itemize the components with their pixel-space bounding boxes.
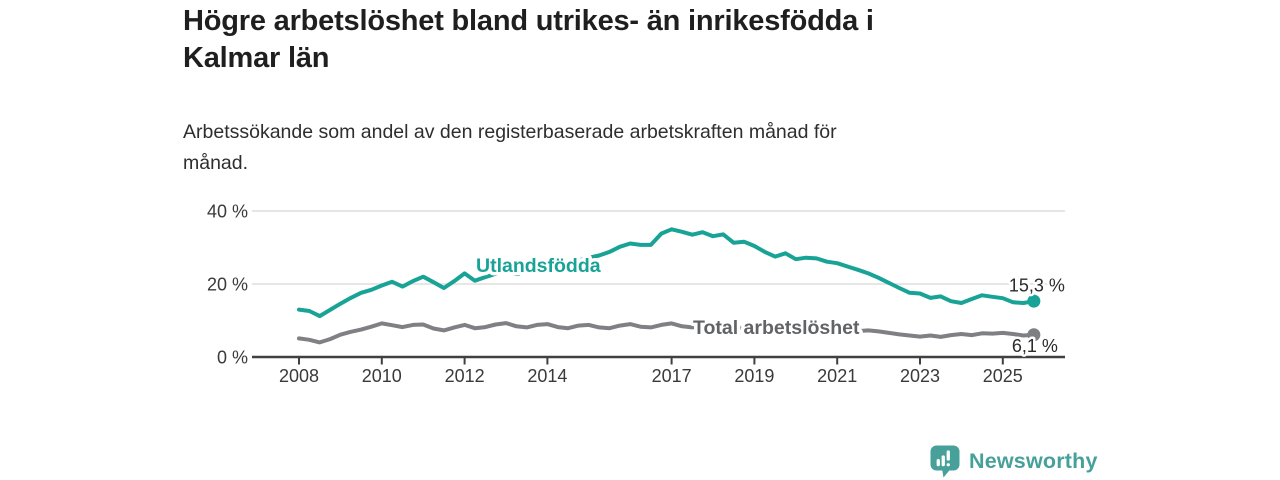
y-axis-label-20: 20 % [207, 275, 248, 295]
series-line-utlandsfodda [297, 227, 1036, 319]
chart-subtitle: Arbetssökande som andel av den registerb… [183, 117, 943, 179]
page-title-line1: Högre arbetslöshet bland utrikes- än inr… [183, 5, 874, 37]
newsworthy-logo[interactable]: Newsworthy [930, 444, 1098, 478]
page-title-line2: Kalmar län [183, 42, 330, 74]
x-axis-tick-label-2017: 2017 [652, 366, 692, 386]
newsworthy-logo-text: Newsworthy [969, 448, 1098, 473]
x-axis-tick-label-2010: 2010 [362, 366, 402, 386]
x-axis-tick-label-2008: 2008 [279, 366, 319, 386]
end-value-label-total: 6,1 % [1012, 336, 1058, 356]
x-axis-tick-label-2021: 2021 [817, 366, 857, 386]
end-value-label-utlandsfodda: 15,3 % [1009, 276, 1065, 296]
end-dot-utlandsfodda [1027, 294, 1041, 308]
chart-subtitle-line2: månad. [183, 152, 249, 174]
chart-bubble-icon [930, 445, 960, 477]
chart-subtitle-line1: Arbetssökande som andel av den registerb… [183, 121, 837, 143]
y-axis-label-0: 0 % [217, 348, 248, 368]
series-label-utlandsfodda: Utlandsfödda [476, 255, 601, 277]
x-axis-tick-label-2012: 2012 [445, 366, 485, 386]
series-label-total: Total arbetslöshet [693, 317, 860, 339]
x-axis-tick-label-2014: 2014 [527, 366, 567, 386]
x-axis-tick-label-2025: 2025 [983, 366, 1023, 386]
end-dot-total [1027, 328, 1041, 342]
x-axis-tick-label-2019: 2019 [734, 366, 774, 386]
page-title: Högre arbetslöshet bland utrikes- än inr… [183, 3, 1063, 77]
x-axis-tick-label-2023: 2023 [900, 366, 940, 386]
y-axis-label-40: 40 % [207, 202, 248, 222]
series-line-total [297, 321, 1036, 345]
